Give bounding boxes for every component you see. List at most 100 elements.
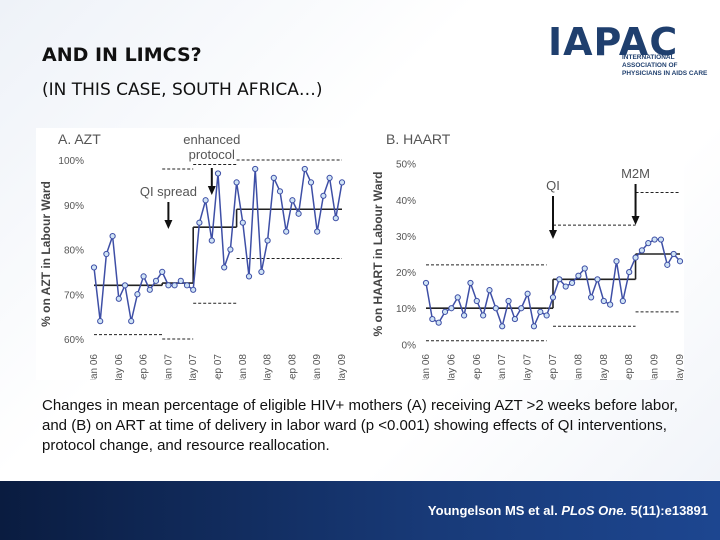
haart-data-point xyxy=(645,240,652,247)
azt-data-point xyxy=(159,268,166,276)
azt-y-tick-label: 70% xyxy=(64,290,84,301)
haart-annotation-arrowhead xyxy=(549,230,557,239)
azt-x-tick-label: May 06 xyxy=(114,354,125,380)
azt-data-point xyxy=(146,286,153,293)
azt-data-point xyxy=(196,219,203,226)
haart-data-point xyxy=(562,283,569,290)
azt-data-point xyxy=(276,188,284,195)
haart-data-point xyxy=(422,279,430,287)
haart-data-point xyxy=(454,294,461,301)
haart-y-tick-label: 10% xyxy=(396,304,416,315)
haart-data-point xyxy=(588,294,595,301)
haart-x-tick-label: Jan 07 xyxy=(497,354,508,380)
haart-data-point xyxy=(441,308,449,315)
citation-authors: Youngelson MS et al. xyxy=(427,503,562,518)
haart-data-point xyxy=(568,279,576,287)
haart-y-tick-label: 50% xyxy=(396,160,416,171)
azt-data-point xyxy=(221,264,228,271)
haart-data-point xyxy=(543,312,550,319)
haart-x-tick-label: May 09 xyxy=(675,354,684,380)
haart-data-point xyxy=(537,308,544,315)
azt-y-axis-label: % on AZT in Labour Ward xyxy=(39,181,53,327)
haart-y-tick-label: 40% xyxy=(396,196,416,207)
haart-data-point xyxy=(600,297,607,305)
azt-data-point xyxy=(307,179,315,186)
azt-annotation-label: enhanced protocol xyxy=(183,132,240,162)
azt-data-point xyxy=(208,237,215,244)
azt-data-point xyxy=(165,282,172,289)
azt-data-point xyxy=(190,286,197,293)
haart-data-point xyxy=(530,323,538,330)
haart-data-point xyxy=(467,279,474,287)
azt-annotation-label: QI spread xyxy=(140,184,197,199)
haart-annotation-label: M2M xyxy=(621,166,650,181)
haart-data-point xyxy=(664,261,671,268)
haart-data-point xyxy=(461,312,468,319)
azt-annotation-arrowhead xyxy=(164,220,173,229)
haart-data-point xyxy=(499,323,506,330)
footer-bar: Youngelson MS et al. PLoS One. 5(11):e13… xyxy=(0,481,720,540)
azt-y-tick-label: 60% xyxy=(64,335,84,346)
haart-data-point xyxy=(492,305,499,312)
azt-data-point xyxy=(258,268,265,276)
haart-data-point xyxy=(607,301,614,308)
azt-x-tick-label: May 08 xyxy=(263,354,274,380)
haart-data-point xyxy=(429,315,436,323)
haart-data-point xyxy=(549,294,557,301)
haart-panel-label: B. HAART xyxy=(386,131,451,147)
haart-x-tick-label: Sep 08 xyxy=(624,354,635,380)
azt-data-point xyxy=(171,282,178,289)
haart-data-point xyxy=(511,315,518,323)
azt-data-point xyxy=(301,165,308,173)
azt-x-tick-label: Jan 07 xyxy=(163,354,174,380)
haart-data-point xyxy=(638,247,646,254)
azt-data-point xyxy=(227,246,234,253)
haart-y-tick-label: 30% xyxy=(396,232,416,243)
haart-data-point xyxy=(626,268,633,276)
azt-data-point xyxy=(264,237,271,244)
figure-caption: Changes in mean percentage of eligible H… xyxy=(42,397,678,454)
azt-data-point xyxy=(289,197,296,204)
azt-panel-label: A. AZT xyxy=(58,131,101,147)
iapac-logo: IAPAC INTERNATIONAL ASSOCIATION OF PHYSI… xyxy=(540,20,710,77)
haart-x-tick-label: Jan 09 xyxy=(650,354,661,380)
azt-data-point xyxy=(252,165,259,173)
azt-x-tick-label: May 09 xyxy=(337,354,348,380)
slide-subtitle: (IN THIS CASE, SOUTH AFRICA…) xyxy=(42,80,323,100)
haart-y-tick-label: 0% xyxy=(402,340,417,351)
azt-data-point xyxy=(245,273,253,280)
haart-data-point xyxy=(676,258,684,265)
haart-data-point xyxy=(556,276,563,283)
chart-figure: A. AZT % on AZT in Labour Ward 60% 70% 80% 90… xyxy=(36,128,686,387)
haart-data-point xyxy=(518,305,525,312)
azt-data-point xyxy=(90,264,98,271)
haart-x-tick-label: Jan 06 xyxy=(421,354,432,380)
haart-data-point xyxy=(505,297,512,305)
haart-data-point xyxy=(657,236,665,243)
azt-data-point xyxy=(270,174,277,182)
haart-x-tick-label: Jan 08 xyxy=(573,354,584,380)
haart-data-point xyxy=(480,312,487,319)
haart-data-point xyxy=(575,272,582,279)
azt-data-point xyxy=(140,273,147,280)
azt-data-point xyxy=(326,174,333,182)
haart-x-tick-label: May 08 xyxy=(599,354,610,380)
slide-title: AND IN LIMCS? xyxy=(42,44,202,66)
azt-data-point xyxy=(314,228,321,235)
haart-data-point xyxy=(435,319,442,326)
haart-data-point xyxy=(594,276,601,283)
azt-data-point xyxy=(332,215,339,222)
haart-y-axis-label: % on HAART in Labour Ward xyxy=(371,172,385,337)
azt-data-point xyxy=(338,179,346,186)
logo-subtext: INTERNATIONAL ASSOCIATION OF PHYSICIANS … xyxy=(622,54,708,77)
azt-data-point xyxy=(121,282,129,289)
azt-x-tick-label: Jan 09 xyxy=(312,354,323,380)
azt-annotation-arrowhead xyxy=(207,186,216,195)
azt-data-point xyxy=(183,282,191,289)
chart-background xyxy=(36,128,684,380)
azt-data-point xyxy=(103,250,110,258)
azt-y-tick-label: 90% xyxy=(64,201,84,212)
azt-y-tick-label: 80% xyxy=(64,246,84,257)
haart-data-point xyxy=(670,250,677,258)
haart-data-point xyxy=(486,287,493,294)
